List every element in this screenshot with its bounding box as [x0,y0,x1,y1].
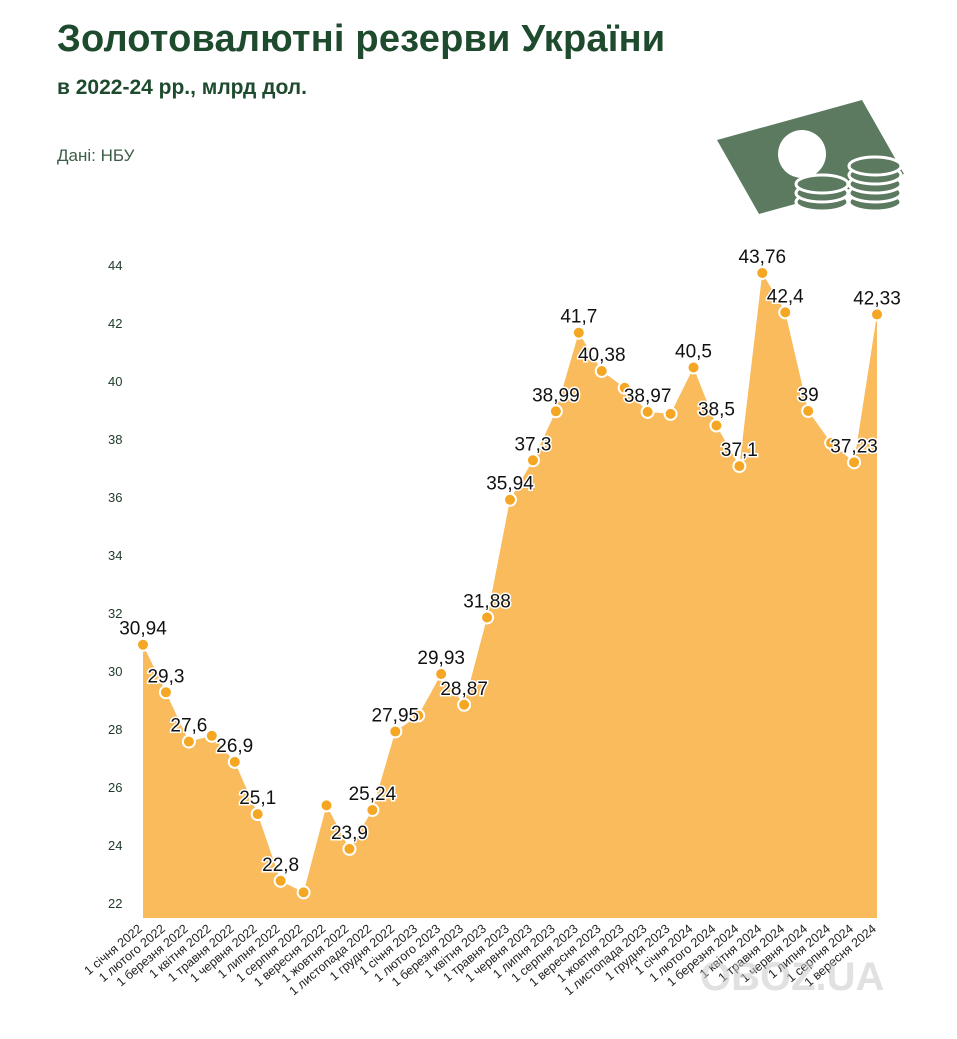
watermark: OBOZ.UA [700,955,885,999]
data-point [319,798,334,813]
y-tick-label: 24 [108,838,122,853]
data-point [755,265,770,280]
data-labels: 30,94 29,3 27,6 26,9 25,1 22,8 23,9 25,24 27,95 2… [118,245,903,877]
data-point [250,807,265,822]
chart-title: Золотовалютні резерви України [57,18,666,60]
data-point [870,307,884,322]
data-point [342,841,357,856]
data-point [457,697,472,712]
data-point [388,724,403,739]
data-point [709,418,724,433]
data-point [296,885,311,900]
data-point [571,325,586,340]
y-tick-label: 42 [108,316,122,331]
y-tick-label: 30 [108,664,122,679]
y-tick-label: 26 [108,780,122,795]
data-label: 29,93 [417,648,465,669]
data-point [181,734,196,749]
data-point [548,404,563,419]
data-point [686,360,701,375]
data-point [434,667,449,682]
y-tick-label: 32 [108,606,122,621]
data-point [273,873,288,888]
data-point [824,435,839,450]
data-point [136,637,150,652]
y-tick-label: 22 [108,896,122,911]
data-point [480,610,495,625]
data-label: 23,9 [331,823,368,844]
data-label: 26,9 [216,736,253,757]
data-markers [136,265,884,900]
data-point [847,455,862,470]
data-point [732,459,747,474]
data-label: 28,87 [440,679,488,700]
data-point [503,492,517,507]
data-label: 37,23 [830,436,878,457]
data-point [227,754,242,769]
data-point [778,305,793,320]
data-label: 25,1 [239,788,276,809]
data-point [158,685,173,700]
data-label: 38,97 [624,386,672,407]
data-point [640,404,655,419]
data-label: 41,7 [560,307,597,328]
data-point [801,404,816,418]
data-label: 38,5 [698,400,735,421]
y-tick-label: 28 [108,722,122,737]
data-label: 42,33 [853,288,901,309]
data-point [594,363,609,378]
data-point [204,728,219,743]
y-tick-label: 44 [108,258,122,273]
y-tick-label: 34 [108,548,122,563]
data-label: 29,3 [147,666,184,687]
data-label: 39 [798,385,819,406]
data-label: 40,5 [675,342,712,363]
data-point [525,453,540,468]
data-label: 27,95 [372,705,420,726]
y-tick-label: 40 [108,374,122,389]
data-label: 30,94 [119,619,167,640]
data-label: 31,88 [463,591,511,612]
data-label: 42,4 [767,286,804,307]
data-label: 35,94 [486,474,534,495]
data-source: Дані: НБУ [57,146,135,165]
chart-subtitle: в 2022-24 рр., млрд дол. [57,76,307,99]
data-label: 37,3 [514,434,551,455]
data-label: 22,8 [262,855,299,876]
y-tick-label: 36 [108,490,122,505]
data-point [663,406,678,421]
data-point [365,803,380,818]
data-label: 43,76 [739,247,787,268]
data-label: 27,6 [170,716,207,737]
money-coins-icon [717,100,904,214]
data-point [617,380,632,395]
data-label: 40,38 [578,345,626,366]
reserves-area [143,273,877,918]
data-point [411,708,426,723]
y-axis: 22 24 26 28 30 32 34 36 38 40 42 44 [108,258,122,911]
y-tick-label: 38 [108,432,122,447]
data-label: 37,1 [721,440,758,461]
data-label: 25,24 [349,784,397,805]
data-label: 38,99 [532,385,580,406]
